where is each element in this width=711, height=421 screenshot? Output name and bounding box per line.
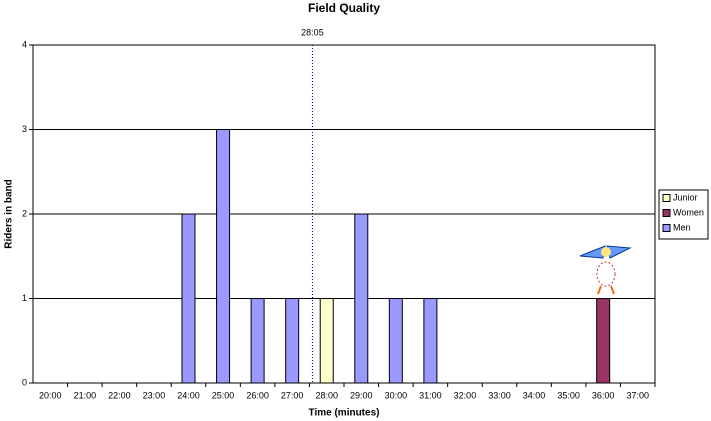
- y-tick-label: 3: [22, 124, 27, 134]
- legend-swatch: [662, 224, 671, 232]
- bar: [285, 298, 300, 384]
- bar: [596, 298, 611, 384]
- x-tick-label: 36:00: [592, 390, 615, 400]
- legend-label: Men: [673, 222, 691, 232]
- x-tick-label: 27:00: [281, 390, 304, 400]
- y-tick-label: 4: [22, 39, 27, 49]
- x-tick-label: 33:00: [488, 390, 511, 400]
- x-tick-label: 24:00: [177, 390, 200, 400]
- bar: [319, 298, 334, 384]
- chart-title: Field Quality: [308, 1, 380, 15]
- annotation-label: 28:05: [301, 27, 324, 37]
- y-tick-label: 0: [22, 377, 27, 387]
- y-axis-label: Riders in band: [4, 179, 15, 248]
- x-tick-label: 28:00: [315, 390, 338, 400]
- clipart-decoration: [579, 245, 632, 295]
- x-tick-label: 21:00: [74, 390, 97, 400]
- legend-label: Junior: [673, 192, 698, 202]
- bar: [181, 213, 196, 384]
- legend-label: Women: [673, 207, 704, 217]
- x-tick-label: 23:00: [143, 390, 166, 400]
- x-tick-label: 20:00: [39, 390, 62, 400]
- x-tick-label: 35:00: [557, 390, 580, 400]
- bar: [423, 298, 438, 384]
- x-tick-label: 22:00: [108, 390, 131, 400]
- x-tick-label: 29:00: [350, 390, 373, 400]
- bar: [388, 298, 403, 384]
- x-tick-label: 26:00: [246, 390, 269, 400]
- x-tick-label: 31:00: [419, 390, 442, 400]
- x-tick-label: 25:00: [212, 390, 235, 400]
- x-tick-label: 37:00: [626, 390, 649, 400]
- legend-swatch: [662, 209, 671, 217]
- bar: [354, 213, 369, 384]
- y-tick-label: 2: [22, 208, 27, 218]
- x-tick-label: 32:00: [454, 390, 477, 400]
- legend-swatch: [662, 194, 671, 202]
- bar: [216, 129, 231, 384]
- x-tick-label: 34:00: [523, 390, 546, 400]
- y-tick-label: 1: [22, 293, 27, 303]
- bar: [250, 298, 265, 384]
- x-axis-label: Time (minutes): [309, 408, 380, 419]
- x-tick-label: 30:00: [385, 390, 408, 400]
